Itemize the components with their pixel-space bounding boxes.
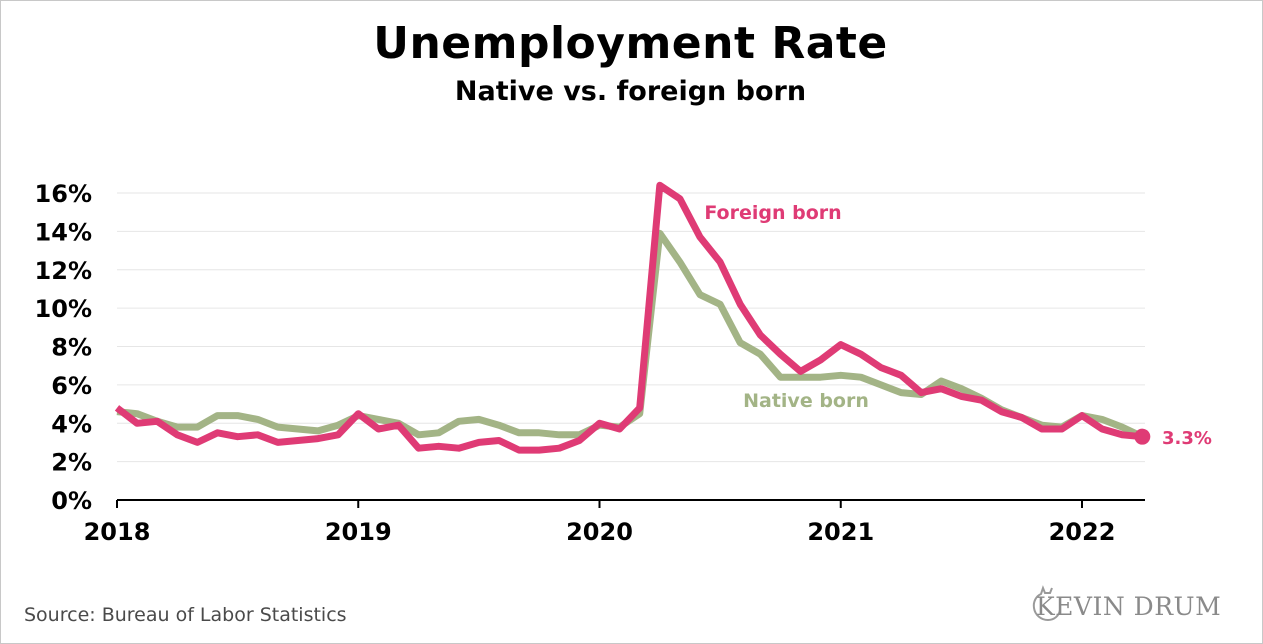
x-axis: 2018 2019 2020 2021 2022 [84, 499, 1145, 546]
x-tick-label: 2018 [84, 518, 151, 546]
brand-logo: KEVIN DRUM [1030, 585, 1222, 622]
grid-lines [117, 192, 1145, 463]
y-tick-label: 4% [51, 410, 92, 438]
x-tick-label: 2021 [807, 518, 874, 546]
y-tick-label: 0% [51, 487, 92, 515]
series-lines [114, 181, 1151, 454]
y-tick-label: 8% [51, 334, 92, 362]
y-tick-label: 14% [35, 218, 92, 246]
x-tick-label: 2019 [325, 518, 392, 546]
x-tick-label: 2020 [566, 518, 633, 546]
y-tick-label: 16% [35, 180, 92, 208]
chart-subtitle: Native vs. foreign born [454, 76, 807, 107]
foreign-born-line [114, 181, 1143, 454]
brand-text: KEVIN DRUM [1036, 592, 1222, 621]
y-tick-label: 2% [51, 449, 92, 477]
native-born-label: Native born [743, 390, 869, 412]
y-tick-label: 6% [51, 372, 92, 400]
x-tick-label: 2022 [1049, 518, 1116, 546]
chart-title: Unemployment Rate [373, 18, 888, 69]
series-labels: Foreign born Native born 3.3% [704, 202, 1212, 449]
y-tick-label: 12% [35, 257, 92, 285]
foreign-born-label: Foreign born [704, 202, 841, 224]
y-tick-label: 10% [35, 295, 92, 323]
end-point-marker [1134, 428, 1151, 445]
y-axis-ticks: 0% 2% 4% 6% 8% 10% 12% 14% 16% [35, 180, 92, 515]
cat-logo-icon [1032, 585, 1061, 622]
source-note: Source: Bureau of Labor Statistics [24, 604, 347, 626]
end-value-label: 3.3% [1162, 428, 1212, 449]
